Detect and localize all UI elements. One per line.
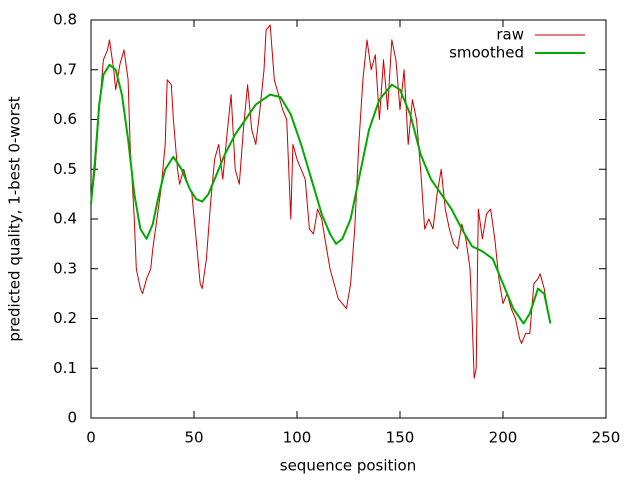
x-tick-label: 150 (386, 429, 415, 447)
x-axis-label: sequence position (280, 457, 416, 475)
legend-label: smoothed (449, 44, 524, 62)
plot-frame (90, 19, 607, 419)
y-tick-label: 0 (67, 409, 77, 427)
y-tick-label: 0.1 (53, 359, 77, 377)
x-tick-label: 100 (283, 429, 312, 447)
y-tick-label: 0.7 (53, 60, 77, 78)
y-tick-label: 0.8 (53, 11, 77, 29)
y-tick-label: 0.3 (53, 259, 77, 277)
x-tick-label: 250 (592, 429, 621, 447)
y-tick-label: 0.4 (53, 210, 77, 228)
x-tick-label: 200 (489, 429, 518, 447)
y-tick-label: 0.2 (53, 309, 77, 327)
y-tick-label: 0.6 (53, 110, 77, 128)
legend-label: raw (496, 26, 524, 44)
x-tick-label: 0 (86, 429, 96, 447)
x-tick-label: 50 (184, 429, 203, 447)
data-line (90, 24, 551, 379)
y-axis-label: predicted quality, 1-best 0-worst (6, 96, 24, 341)
y-tick-label: 0.5 (53, 160, 77, 178)
data-line (90, 63, 552, 325)
